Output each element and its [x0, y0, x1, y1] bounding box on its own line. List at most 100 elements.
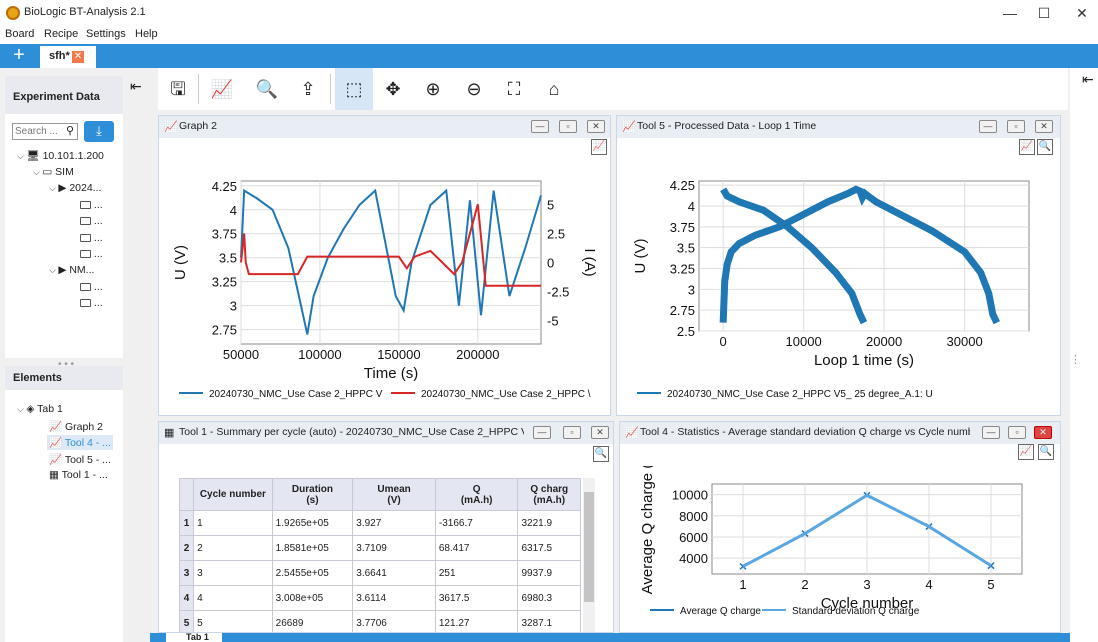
y-tick-label: 3.5: [677, 241, 695, 256]
table-cell: 1.8581e+05: [271, 535, 354, 561]
maximize-button[interactable]: ▫: [1008, 426, 1026, 439]
tree-item-file[interactable]: ...: [80, 215, 103, 227]
graph-settings-icon[interactable]: 📈: [591, 139, 607, 155]
menu-board[interactable]: Board: [5, 28, 35, 40]
close-tab-icon[interactable]: ✕: [72, 51, 84, 63]
column-header[interactable]: Cycle number: [193, 478, 273, 511]
graph-settings-icon[interactable]: 📈: [1018, 444, 1034, 460]
add-tab-button[interactable]: +: [13, 44, 25, 66]
save-icon[interactable]: 🖫: [170, 79, 186, 99]
row-number: 4: [179, 585, 195, 611]
minimize-button[interactable]: —: [979, 120, 997, 133]
tab-sfh[interactable]: sfh* ✕: [40, 46, 96, 68]
tree-item-file[interactable]: ...: [80, 281, 103, 293]
close-button[interactable]: ✕: [587, 120, 605, 133]
elements-title: Elements: [5, 366, 123, 390]
maximize-button[interactable]: ☐: [1037, 5, 1051, 21]
column-header[interactable]: Q (mA.h): [434, 478, 519, 511]
menu-help[interactable]: Help: [135, 28, 158, 40]
close-button[interactable]: ✕: [591, 426, 609, 439]
menu-settings[interactable]: Settings: [86, 28, 126, 40]
minimize-button[interactable]: —: [531, 120, 549, 133]
tree-item-file[interactable]: ...: [80, 297, 103, 309]
fit-view-icon[interactable]: ⛶: [507, 79, 521, 99]
zoom-in-icon[interactable]: ⊕: [425, 79, 441, 99]
zoom-data-icon[interactable]: 🔍: [255, 79, 279, 99]
right-sidebar: ⇤ ⋮: [1070, 68, 1098, 642]
table-cell: 26689: [271, 610, 354, 632]
label-icon[interactable]: ⌂: [548, 79, 560, 99]
element-tool-4[interactable]: 📈 Tool 4 - ...: [47, 435, 113, 450]
splitter-vertical-right[interactable]: ⋮: [1070, 354, 1081, 366]
table-cell: 3221.9: [517, 510, 581, 536]
tool1-window: ▦ Tool 1 - Summary per cycle (auto) - 20…: [158, 421, 614, 633]
import-button[interactable]: ⤓: [84, 121, 114, 142]
search-input[interactable]: Search ... ⚲: [12, 123, 78, 140]
tree-item-file[interactable]: ...: [80, 232, 103, 244]
element-tool-5[interactable]: 📈 Tool 5 - ...: [49, 454, 111, 466]
element-tool-1[interactable]: ▦ Tool 1 - ...: [49, 469, 108, 481]
select-zoom-icon[interactable]: ⬚: [335, 68, 373, 110]
maximize-button[interactable]: ▫: [559, 120, 577, 133]
minimize-button[interactable]: —: [982, 426, 1000, 439]
table-row[interactable]: 3 3 2.5455e+05 3.6641 251 9937.9: [179, 560, 581, 586]
pan-icon[interactable]: ✥: [385, 79, 401, 99]
tree-item-sim[interactable]: ⌵ ▭ SIM: [33, 166, 74, 178]
y-tick-label: 4: [230, 203, 237, 218]
menu-recipe[interactable]: Recipe: [44, 28, 79, 40]
close-button[interactable]: ✕: [1035, 120, 1053, 133]
table-scrollbar[interactable]: [583, 478, 595, 632]
tree-item-2024[interactable]: ⌵ ▶ 2024...: [49, 182, 102, 194]
table-row[interactable]: 5 5 26689 3.7706 121.27 3287.1: [179, 610, 581, 632]
search-icon: ⚲: [65, 125, 74, 137]
tree-item-file[interactable]: ...: [80, 248, 103, 260]
export-icon[interactable]: ⇪: [300, 79, 316, 99]
table-cell: 3.7109: [352, 535, 436, 561]
graph-settings-icon[interactable]: 📈: [1019, 139, 1035, 155]
maximize-button[interactable]: ▫: [563, 426, 581, 439]
collapse-right-icon[interactable]: ⇤: [1082, 71, 1094, 87]
scrollbar-thumb[interactable]: [584, 492, 594, 602]
graph-icon: 📈: [49, 421, 63, 433]
column-header[interactable]: Umean (V): [352, 478, 436, 511]
y-tick-label: 3: [230, 299, 237, 314]
tool5-chart[interactable]: 0 10000 20000 30000 4.25 4 3.75 3.5 3.25 3 2.75 2.5…: [627, 161, 1055, 411]
element-tab-1[interactable]: ⌵ ◈ Tab 1: [17, 403, 63, 415]
y-tick-label: 2.75: [212, 323, 237, 338]
close-window-button[interactable]: ✕: [1076, 5, 1088, 21]
minimize-button[interactable]: —: [1003, 5, 1017, 21]
splitter-handle[interactable]: • • •: [58, 359, 75, 370]
y-tick-label: 3.25: [212, 275, 237, 290]
tree-item-file[interactable]: ...: [80, 199, 103, 211]
graph-icon: 📈: [164, 121, 178, 133]
y-axis-label: Average Q charge (: [639, 466, 656, 594]
close-button[interactable]: ✕: [1034, 426, 1052, 439]
tool4-chart[interactable]: 1 2 3 4 5 10000 8000 6000 4000 Cycle number Averag…: [628, 466, 1056, 632]
collapse-left-icon[interactable]: ⇤: [130, 78, 142, 94]
toolbar: 🖫 📈 🔍 ⇪ ⬚ ✥ ⊕ ⊖ ⛶ ⌂: [158, 68, 1068, 110]
tree-item-server[interactable]: ⌵ 🖥 10.101.1.200: [17, 150, 104, 162]
zoom-data-icon[interactable]: 🔍: [1037, 139, 1053, 155]
zoom-out-icon[interactable]: ⊖: [466, 79, 482, 99]
table-row[interactable]: 2 2 1.8581e+05 3.7109 68.417 6317.5: [179, 535, 581, 561]
table-row[interactable]: 4 4 3.008e+05 3.6114 3617.5 6980.3: [179, 585, 581, 611]
add-graph-icon[interactable]: 📈: [210, 79, 234, 99]
tree-item-nm[interactable]: ⌵ ▶ NM...: [49, 264, 95, 276]
graph2-chart[interactable]: 50000 100000 150000 200000 4.25 4 3.75 3.5 3.25 3…: [169, 161, 601, 411]
series-line-1: [720, 187, 868, 325]
maximize-button[interactable]: ▫: [1007, 120, 1025, 133]
zoom-data-icon[interactable]: 🔍: [593, 446, 609, 462]
graph2-header: 📈 Graph 2 — ▫ ✕: [159, 116, 610, 138]
zoom-data-icon[interactable]: 🔍: [1038, 444, 1054, 460]
column-header[interactable]: Duration (s): [271, 478, 354, 511]
y-tick-label: 6000: [679, 530, 708, 545]
tab-1[interactable]: Tab 1: [166, 633, 222, 642]
table-row[interactable]: 1 1 1.9265e+05 3.927 -3166.7 3221.9: [179, 510, 581, 536]
row-number: 2: [179, 535, 195, 561]
element-graph-2[interactable]: 📈 Graph 2: [49, 421, 103, 433]
x-tick-label: 50000: [223, 347, 259, 362]
summary-table-container: Cycle number Duration (s) Umean (V) Q (mA.h…: [179, 478, 583, 632]
x-tick-label: 0: [720, 334, 727, 349]
minimize-button[interactable]: —: [533, 426, 551, 439]
column-header[interactable]: Q charg (mA.h): [517, 478, 581, 511]
